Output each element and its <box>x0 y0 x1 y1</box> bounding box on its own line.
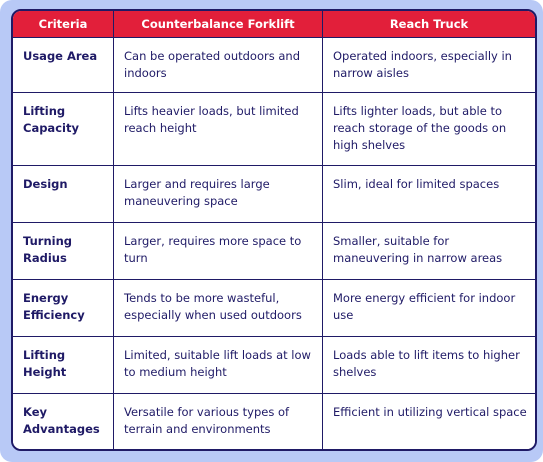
reach-truck-cell: Efficient in utilizing vertical space <box>323 394 535 449</box>
forklift-cell: Limited, suitable lift loads at low to m… <box>114 337 323 394</box>
forklift-cell: Larger and requires large maneuvering sp… <box>114 166 323 223</box>
reach-truck-cell: Slim, ideal for limited spaces <box>323 166 535 223</box>
forklift-cell: Tends to be more wasteful, especially wh… <box>114 280 323 337</box>
header-reach-truck: Reach Truck <box>323 11 535 38</box>
table-row: Lifting Capacity Lifts heavier loads, bu… <box>13 93 535 166</box>
criteria-cell: Lifting Height <box>13 337 114 394</box>
forklift-cell: Lifts heavier loads, but limited reach h… <box>114 93 323 166</box>
table-row: Design Larger and requires large maneuve… <box>13 166 535 223</box>
reach-truck-cell: More energy efficient for indoor use <box>323 280 535 337</box>
criteria-cell: Key Advantages <box>13 394 114 449</box>
criteria-cell: Lifting Capacity <box>13 93 114 166</box>
header-counterbalance-forklift: Counterbalance Forklift <box>114 11 323 38</box>
table-row: Usage Area Can be operated outdoors and … <box>13 38 535 93</box>
reach-truck-cell: Smaller, suitable for maneuvering in nar… <box>323 223 535 280</box>
reach-truck-cell: Operated indoors, especially in narrow a… <box>323 38 535 93</box>
criteria-cell: Design <box>13 166 114 223</box>
forklift-cell: Versatile for various types of terrain a… <box>114 394 323 449</box>
reach-truck-cell: Lifts lighter loads, but able to reach s… <box>323 93 535 166</box>
table-row: Turning Radius Larger, requires more spa… <box>13 223 535 280</box>
forklift-cell: Can be operated outdoors and indoors <box>114 38 323 93</box>
table-row: Energy Efficiency Tends to be more waste… <box>13 280 535 337</box>
forklift-cell: Larger, requires more space to turn <box>114 223 323 280</box>
header-criteria: Criteria <box>13 11 114 38</box>
comparison-table: Criteria Counterbalance Forklift Reach T… <box>11 9 537 451</box>
table-row: Lifting Height Limited, suitable lift lo… <box>13 337 535 394</box>
table-header-row: Criteria Counterbalance Forklift Reach T… <box>13 11 535 38</box>
table-row: Key Advantages Versatile for various typ… <box>13 394 535 449</box>
reach-truck-cell: Loads able to lift items to higher shelv… <box>323 337 535 394</box>
criteria-cell: Usage Area <box>13 38 114 93</box>
criteria-cell: Energy Efficiency <box>13 280 114 337</box>
criteria-cell: Turning Radius <box>13 223 114 280</box>
